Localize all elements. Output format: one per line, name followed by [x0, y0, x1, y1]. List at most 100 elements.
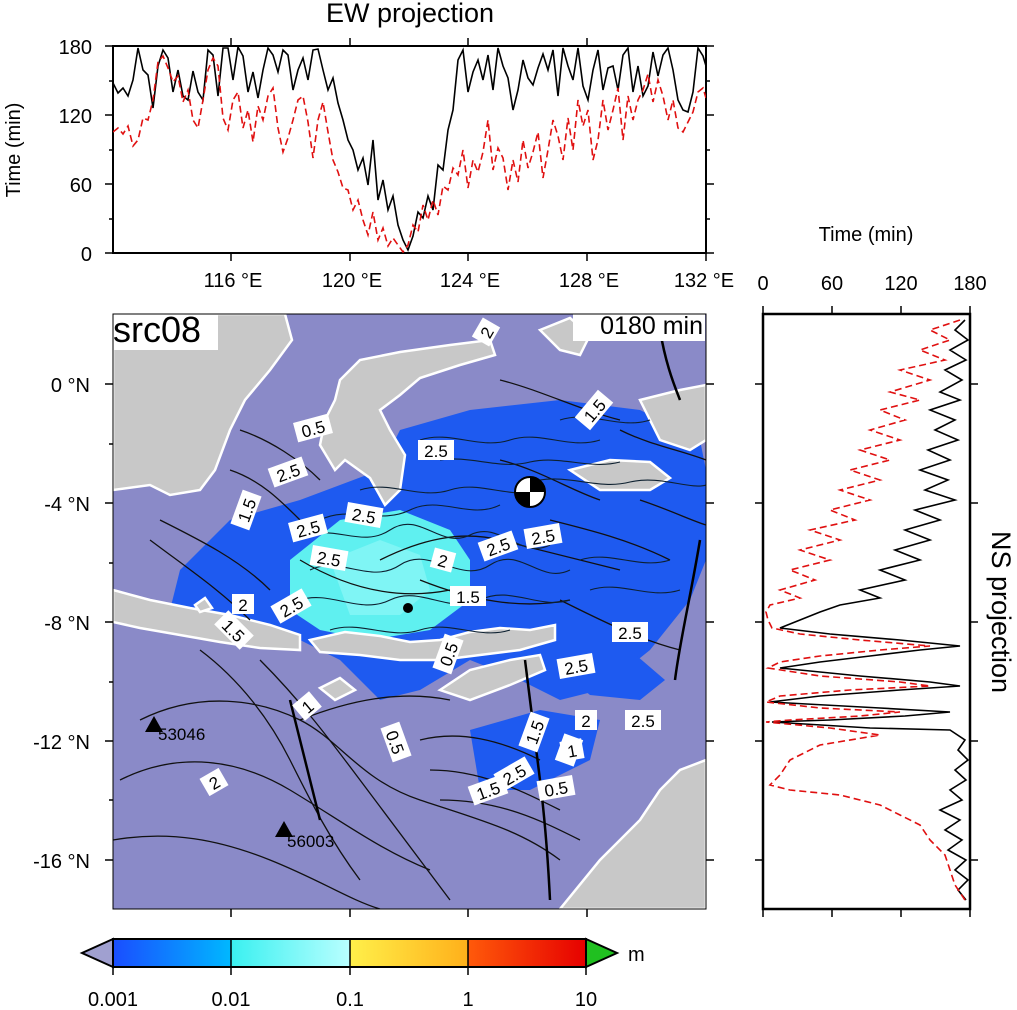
sulawesi-land	[318, 338, 497, 508]
svg-text:0.5: 0.5	[543, 778, 570, 801]
contour-label: 2.5	[344, 502, 384, 528]
colorbar-ticks	[112, 939, 587, 975]
station-label: 53046	[158, 725, 205, 744]
contour-label: 1.5	[450, 586, 486, 607]
ew-x-axis	[230, 38, 707, 261]
lat-tick-label: -12 °N	[33, 732, 90, 754]
lat-tick-label: 0 °N	[51, 375, 90, 397]
contour-label: 2	[575, 710, 597, 731]
contour-label: 1	[292, 691, 322, 721]
colorbar-tick-label: 0.001	[88, 989, 138, 1010]
ew-y-tick-label: 120	[59, 106, 92, 128]
colorbar-unit: m	[628, 944, 645, 966]
ew-series-black	[113, 46, 706, 253]
focal-mechanism-beachball	[514, 476, 546, 508]
ns-x-tick-label: 60	[821, 273, 843, 295]
contour-label: 1	[559, 738, 585, 762]
contour-label: 2.5	[556, 653, 596, 679]
ns-x-tick-label: 120	[884, 273, 917, 295]
ns-x-tick-label: 180	[953, 273, 986, 295]
contour-label: 1.5	[467, 774, 509, 806]
ew-panel-title: EW projection	[326, 0, 494, 28]
contour-label: 2.5	[625, 710, 661, 731]
station-marker: 56003	[275, 821, 334, 851]
source-point	[403, 603, 413, 613]
contour-label: 2	[232, 594, 254, 615]
ew-x-tick-label: 116 °E	[204, 270, 263, 292]
lat-tick-label: -4 °N	[44, 494, 90, 516]
contour-label: 2	[429, 547, 457, 573]
colorbar-tick-label: 1	[462, 989, 473, 1010]
java-sea-island	[193, 596, 214, 614]
ns-projection-panel: Time (min) 0 60 120 180 NS projection	[755, 224, 1016, 917]
ns-x-tick-label: 0	[757, 273, 768, 295]
ew-x-tick-label: 132 °E	[674, 270, 734, 292]
ew-series-red	[113, 54, 706, 253]
ns-x-axis-label: Time (min)	[819, 224, 914, 246]
svg-text:2: 2	[238, 596, 247, 615]
station-label: 56003	[287, 832, 334, 851]
ns-series-black	[769, 319, 970, 901]
new-guinea-land	[638, 383, 706, 452]
thick-contour-lines	[288, 329, 702, 901]
timor-land	[437, 653, 547, 702]
contour-label: 2.5	[612, 622, 648, 643]
borneo-land	[113, 314, 294, 497]
australia-land	[558, 758, 706, 909]
ns-axis-ticks	[755, 306, 978, 917]
colorbar-tick-label: 0.1	[336, 989, 364, 1010]
svg-text:2.5: 2.5	[563, 656, 590, 679]
time-label: 0180 min	[600, 312, 703, 340]
contour-label: 2.5	[418, 440, 454, 461]
ns-panel-title: NS projection	[986, 531, 1016, 693]
flores-small-land	[317, 676, 358, 702]
contour-label: 0.5	[536, 775, 576, 801]
ew-y-axis-label: Time (min)	[3, 103, 25, 198]
ns-series-red	[763, 319, 966, 901]
svg-text:2.5: 2.5	[631, 712, 655, 731]
contour-label: 0.5	[293, 413, 333, 443]
contour-label: 2.5	[523, 523, 563, 549]
contour-label: 2.5	[288, 513, 328, 543]
svg-text:2: 2	[581, 712, 590, 731]
map-panel: 2 2.5 0.5 1.5 1 2.5 2.5 1.5 2.5 2.5 2 2.…	[33, 308, 714, 917]
colorbar: m 0.001 0.01 0.1 1 10	[79, 937, 645, 1010]
bali-lombok-land	[307, 623, 557, 662]
land-masses	[113, 314, 706, 909]
svg-text:2.5: 2.5	[530, 526, 557, 549]
svg-text:2.5: 2.5	[424, 442, 448, 461]
ew-y-tick-label: 180	[59, 37, 92, 59]
map-lat-axis	[105, 383, 714, 917]
ns-plot-area	[761, 312, 972, 911]
tide-gauge-stations: 53046 56003	[145, 716, 334, 851]
contour-label: 0.5	[432, 633, 464, 675]
svg-text:1: 1	[566, 741, 579, 761]
svg-text:1.5: 1.5	[456, 588, 480, 607]
ew-projection-panel: EW projection Time (min) 180 120 60 0	[3, 0, 734, 292]
lat-tick-label: -16 °N	[33, 851, 90, 873]
colorbar-low-arrow	[79, 937, 114, 969]
svg-text:2.5: 2.5	[618, 624, 642, 643]
ew-x-tick-label: 120 °E	[322, 270, 382, 292]
ew-x-tick-label: 124 °E	[440, 270, 500, 292]
map-frame	[112, 313, 707, 910]
lat-tick-label: -8 °N	[44, 613, 90, 635]
colorbar-high-arrow	[585, 937, 620, 969]
source-label-box	[106, 308, 218, 350]
station-marker: 53046	[145, 716, 205, 744]
svg-text:2.5: 2.5	[350, 505, 377, 528]
source-label: src08	[113, 309, 201, 350]
station-triangle-icon	[275, 821, 293, 837]
colorbar-tick-label: 10	[575, 989, 597, 1010]
maluku-land	[566, 458, 673, 492]
ew-x-tick-label: 128 °E	[559, 270, 619, 292]
java-land	[113, 588, 302, 652]
station-triangle-icon	[145, 716, 163, 732]
colorbar-tick-label: 0.01	[212, 989, 251, 1010]
ew-plot-area: 180 120 60 0 116 °E 120 °E 124 °E 128 °E…	[59, 37, 735, 292]
contour-label: 2	[199, 767, 229, 797]
ew-y-tick-label: 60	[70, 175, 92, 197]
ew-y-axis	[105, 45, 714, 254]
contour-label: 2.5	[309, 545, 349, 571]
